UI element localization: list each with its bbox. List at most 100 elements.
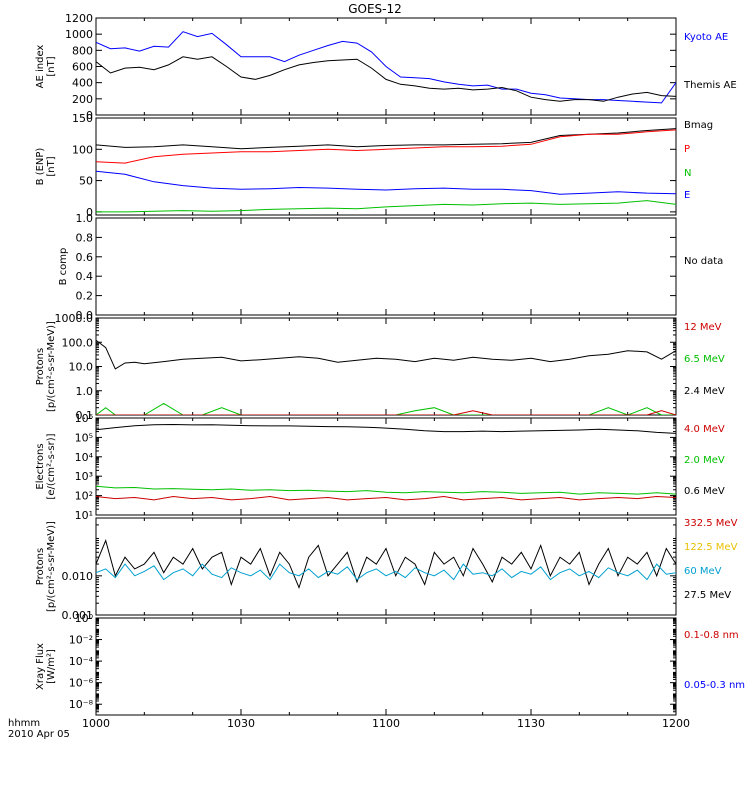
- legend-entry: E: [684, 190, 690, 201]
- y-tick-label: 10⁻⁶: [69, 677, 94, 690]
- series-line-60-mev: [96, 563, 676, 581]
- y-axis-label: AE index: [35, 45, 46, 89]
- y-tick-label: 10²: [75, 490, 93, 503]
- series-line-4-0-mev: [96, 495, 676, 501]
- legend-entry: 4.0 MeV: [684, 424, 725, 435]
- y-tick-label: 0.2: [76, 290, 94, 303]
- panel-frame: [95, 417, 677, 516]
- y-tick-label: 0.6: [76, 251, 94, 264]
- y-tick-label: 0.1: [76, 409, 94, 422]
- y-tick-label: 10⁻²: [69, 634, 93, 647]
- y-tick-label: 0.010: [62, 570, 94, 583]
- legend-entry: 0.6 MeV: [684, 486, 725, 497]
- y-axis-label: Electrons: [35, 443, 46, 489]
- y-axis-label: [p/(cm²-s-sr-MeV)]: [46, 321, 57, 412]
- series-line-6-5-mev: [96, 402, 676, 415]
- time-axis-label-date: 2010 Apr 05: [8, 729, 70, 740]
- legend-entry: 332.5 MeV: [684, 518, 738, 529]
- y-tick-label: 10⁵: [75, 431, 93, 444]
- panel-protons_low: 0.1 1.0 10.0 100.0 1000.0 Protons [p/(cm²-s-sr…: [35, 312, 725, 422]
- y-tick-label: 0.0: [76, 309, 94, 322]
- legend-entry: 0.05-0.3 nm: [684, 680, 745, 691]
- y-tick-label: 100.0: [62, 336, 94, 349]
- x-tick-label: 1130: [517, 717, 545, 730]
- y-tick-label: 0.8: [76, 231, 94, 244]
- legend-entry: P: [684, 144, 690, 155]
- y-tick-label: 400: [72, 77, 93, 90]
- y-tick-label: 0.4: [76, 270, 94, 283]
- series-line-27-5-mev: [96, 538, 676, 590]
- y-tick-label: 10³: [75, 470, 93, 483]
- series-line-bmag: [96, 128, 676, 150]
- legend-entry: 12 MeV: [684, 322, 722, 333]
- panel-frame: [95, 217, 677, 316]
- y-tick-label: 200: [72, 93, 93, 106]
- series-line-kyoto-ae: [96, 31, 676, 104]
- y-tick-label: 10⁻⁸: [69, 698, 94, 711]
- series-line-2-4-mev: [96, 339, 676, 370]
- series-line-0-6-mev: [96, 423, 676, 434]
- y-axis-label: Xray Flux: [35, 643, 46, 690]
- panel-protons_high: 0.001 0.010 Protons [p/(cm²-s-sr-MeV)] 332.5…: [35, 517, 738, 622]
- panel-bfield: 0 50 100 150 B (ENP) [nT] Bmag P NE: [35, 112, 713, 219]
- y-tick-label: 10¹: [75, 509, 93, 522]
- legend-entry: 122.5 MeV: [684, 542, 738, 553]
- series-line-e: [96, 170, 676, 195]
- time-axis-label-hhmm: hhmm: [8, 718, 40, 729]
- legend-entry: 2.0 MeV: [684, 455, 725, 466]
- y-tick-label: 0: [86, 109, 93, 122]
- y-tick-label: 10⁰: [75, 612, 94, 625]
- x-tick-label: 1000: [82, 717, 110, 730]
- legend-entry: 0.1-0.8 nm: [684, 630, 739, 641]
- panel-frame: [95, 317, 677, 416]
- series-line-2-0-mev: [96, 485, 676, 495]
- y-axis-label: [W/m²]: [46, 649, 57, 684]
- panel-xray: 10⁻⁸ 10⁻⁶ 10⁻⁴ 10⁻² 10⁰ Xray Flux [W/m²] 0.1-0.…: [35, 612, 745, 716]
- y-axis-label: B (ENP): [35, 148, 46, 186]
- legend-entry: No data: [684, 256, 723, 267]
- legend-entry: Themis AE: [683, 80, 737, 91]
- time-axis: 1000 1030 1100 1130 1200: [82, 717, 690, 730]
- y-axis-label: [nT]: [46, 156, 57, 176]
- y-axis-label: [nT]: [46, 56, 57, 76]
- figure-title: GOES-12: [348, 2, 402, 16]
- y-tick-label: 600: [72, 61, 93, 74]
- y-tick-label: 10⁴: [75, 451, 94, 464]
- y-tick-label: 0.001: [62, 609, 94, 622]
- x-tick-label: 1100: [372, 717, 400, 730]
- y-tick-label: 50: [79, 175, 93, 188]
- y-axis-label: Protons: [35, 548, 46, 585]
- y-tick-label: 10.0: [69, 361, 94, 374]
- panel-bcomp: 0.0 0.2 0.4 0.6 0.8 1.0 B comp No data: [58, 212, 723, 322]
- x-tick-label: 1200: [662, 717, 690, 730]
- x-tick-label: 1030: [227, 717, 255, 730]
- y-tick-label: 0: [86, 206, 93, 219]
- series-line-n: [96, 200, 676, 213]
- legend-entry: 27.5 MeV: [684, 590, 731, 601]
- y-tick-label: 1200: [65, 12, 93, 25]
- y-tick-label: 10⁶: [75, 412, 94, 425]
- series-line-p: [96, 129, 676, 164]
- panel-ae: 0 200 400 600 800 1000 1200 AE index [nT] Kyoto A…: [35, 12, 737, 122]
- y-tick-label: 150: [72, 112, 93, 125]
- legend-entry: 2.4 MeV: [684, 386, 725, 397]
- panel-frame: [95, 617, 677, 716]
- panel-electrons: 10¹ 10² 10³ 10⁴ 10⁵ 10⁶ Electrons [e/(cm²-s-sr)…: [35, 412, 725, 522]
- y-tick-label: 800: [72, 44, 93, 57]
- y-axis-label: [e/(cm²-s-sr)]: [46, 433, 57, 499]
- legend-entry: N: [684, 168, 691, 179]
- legend-entry: 6.5 MeV: [684, 354, 725, 365]
- y-tick-label: 1000.0: [55, 312, 94, 325]
- y-tick-label: 1000: [65, 28, 93, 41]
- y-tick-label: 10⁻⁴: [69, 655, 94, 668]
- series-line-themis-ae: [96, 56, 676, 102]
- legend-entry: Kyoto AE: [684, 32, 728, 43]
- y-axis-label: B comp: [58, 248, 69, 286]
- panel-frame: [95, 517, 677, 616]
- y-tick-label: 100: [72, 143, 93, 156]
- y-axis-label: Protons: [35, 348, 46, 385]
- legend-entry: Bmag: [684, 120, 713, 131]
- y-tick-label: 1.0: [76, 212, 94, 225]
